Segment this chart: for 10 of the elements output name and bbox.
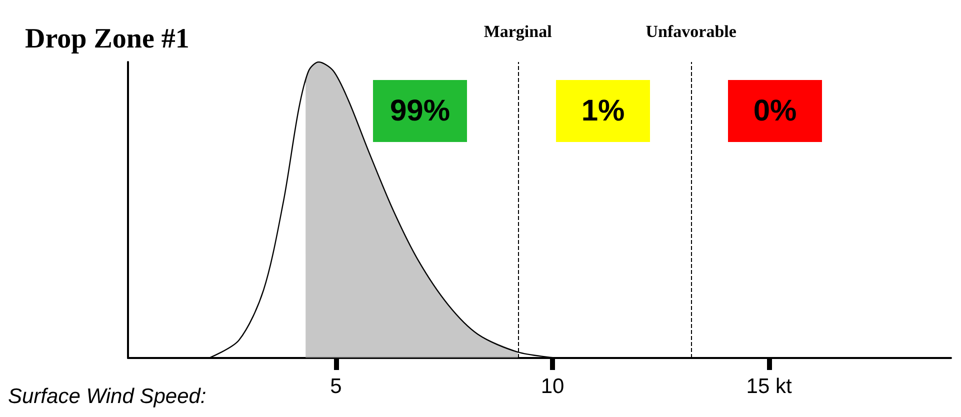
annotation: 0% bbox=[753, 94, 797, 128]
x-tick-label: 5 bbox=[330, 375, 342, 398]
x-tick-label: 10 bbox=[540, 375, 564, 398]
annotation: 1% bbox=[581, 94, 625, 128]
ref-line-label: Marginal bbox=[484, 22, 552, 41]
x-axis-title: Surface Wind Speed: bbox=[8, 385, 206, 408]
ref-line-label: Unfavorable bbox=[646, 22, 737, 41]
chart-title: Drop Zone #1 bbox=[25, 24, 190, 54]
x-tick-label: 15 kt bbox=[746, 375, 792, 398]
annotation: 99% bbox=[390, 94, 450, 128]
